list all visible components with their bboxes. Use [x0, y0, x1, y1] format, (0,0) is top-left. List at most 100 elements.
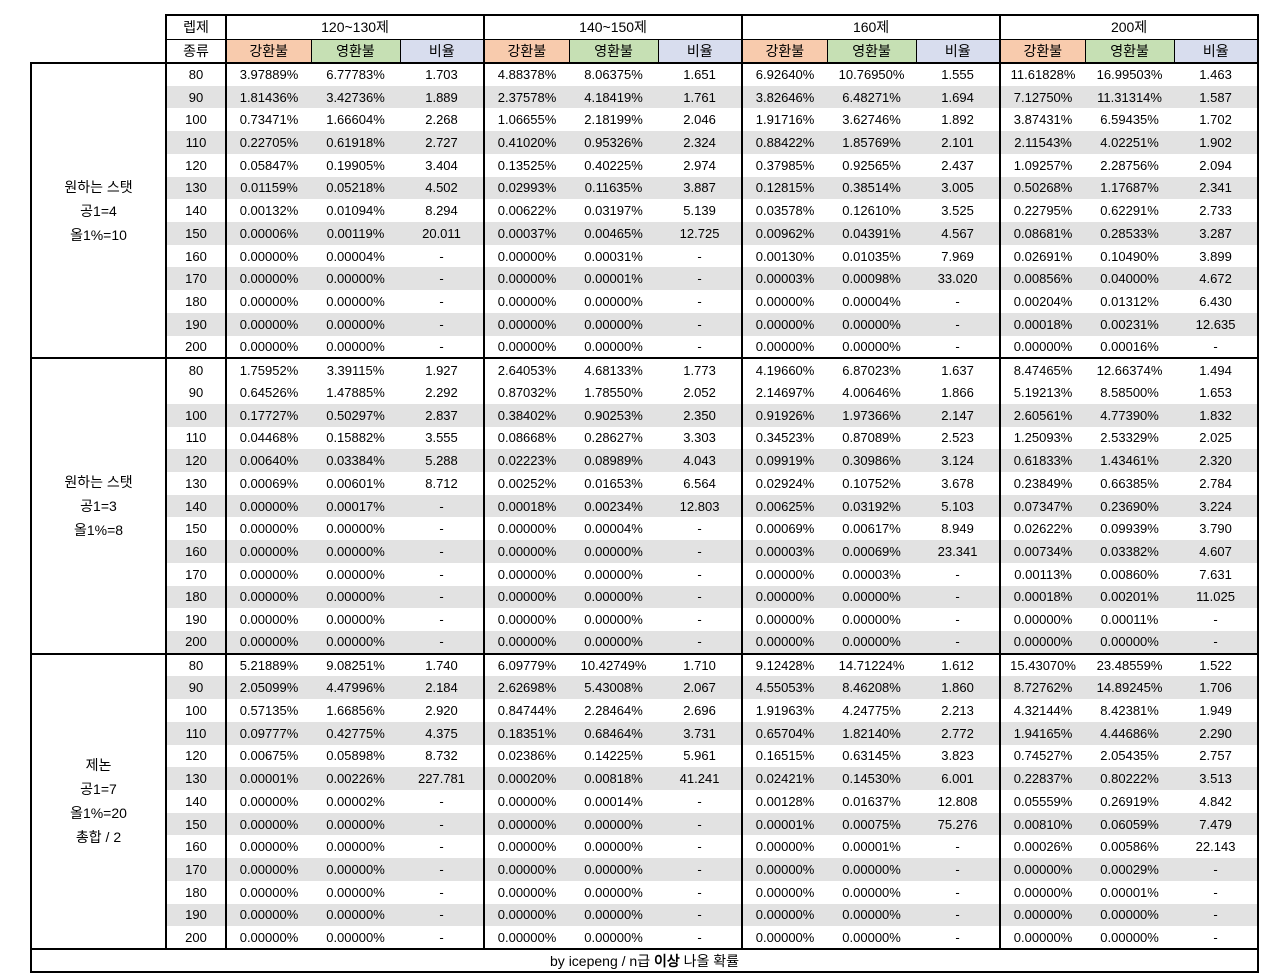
yeong-cell: 4.68133%	[569, 357, 659, 382]
yeong-cell: 6.87023%	[827, 357, 917, 382]
ratio-cell: -	[697, 884, 702, 900]
ratio-cell: -	[697, 294, 702, 310]
ratio-cell: 1.653	[1174, 381, 1260, 404]
gang-cell: 1.06655%	[483, 108, 570, 132]
yeong-cell: 0.01312%	[1100, 294, 1159, 310]
yeong-cell: 0.87089%	[842, 430, 901, 446]
yeong-cell: 0.00000%	[569, 335, 659, 360]
group-label-line: 제논	[85, 757, 112, 774]
ratio-cell: 1.702	[1174, 108, 1260, 132]
gang-cell: 0.65704%	[741, 721, 828, 745]
ratio-cell: 3.005	[916, 176, 1001, 200]
yeong-cell: 8.46208%	[827, 676, 917, 700]
yeong-cell: 0.00000%	[584, 566, 643, 582]
ratio-cell: 3.287	[1174, 222, 1260, 245]
ratio-cell: 2.052	[683, 384, 716, 400]
gang-cell: 0.88422%	[741, 131, 828, 154]
gang-cell: 0.00018%	[999, 585, 1086, 609]
level-cell: 150	[165, 812, 227, 836]
gang-cell: 0.00069%	[225, 471, 311, 495]
ratio-cell: -	[400, 903, 485, 927]
level-cell: 100	[165, 699, 227, 722]
yeong-cell: 0.00000%	[311, 630, 400, 655]
yeong-cell: 0.92565%	[842, 157, 901, 173]
yeong-cell: 0.00000%	[584, 294, 643, 310]
yeong-cell: 0.00000%	[827, 312, 917, 336]
yeong-cell: 0.19905%	[326, 157, 385, 173]
gang-cell: 0.22795%	[999, 199, 1086, 223]
level-cell: 190	[165, 312, 227, 336]
gang-cell: 0.00622%	[483, 199, 570, 223]
gang-cell: 0.37985%	[741, 153, 828, 177]
gang-cell: 0.04468%	[225, 426, 311, 450]
yeong-cell: 2.53329%	[1100, 430, 1159, 446]
yeong-cell: 0.00000%	[311, 585, 400, 609]
yeong-cell: 0.01094%	[326, 203, 385, 219]
ratio-cell: 4.375	[400, 721, 485, 745]
level-cell: 100	[165, 108, 227, 132]
gang-cell: 0.00000%	[225, 562, 311, 586]
gang-cell: 0.00000%	[483, 267, 570, 291]
level-cell: 160	[165, 835, 227, 859]
gang-cell: 0.05847%	[225, 153, 311, 177]
sub-header-ratio: 비율	[657, 38, 743, 64]
yeong-cell: 1.47885%	[326, 384, 385, 400]
ratio-cell: 3.513	[1174, 767, 1260, 790]
ratio-cell: 3.303	[683, 430, 716, 446]
gang-cell: 0.18351%	[483, 721, 570, 745]
gang-cell: 7.12750%	[999, 85, 1086, 109]
yeong-cell: 0.00000%	[584, 884, 643, 900]
gang-cell: 0.00000%	[483, 290, 570, 313]
gang-cell: 0.00006%	[225, 222, 311, 245]
gang-cell: 0.00000%	[225, 494, 311, 518]
gang-cell: 0.00018%	[483, 494, 570, 518]
gang-cell: 0.00113%	[999, 562, 1086, 586]
yeong-cell: 0.23690%	[1085, 494, 1175, 518]
group-label-line: 총합 / 2	[75, 829, 122, 846]
yeong-cell: 0.00000%	[311, 267, 400, 291]
yeong-cell: 0.00000%	[326, 566, 385, 582]
ratio-cell: 4.567	[916, 222, 1001, 245]
yeong-cell: 0.00000%	[569, 585, 659, 609]
gang-cell: 0.00001%	[741, 812, 828, 836]
yeong-cell: 1.97366%	[827, 403, 917, 427]
gang-cell: 0.00000%	[225, 267, 311, 291]
gang-cell: 0.00003%	[741, 267, 828, 291]
gang-cell: 0.00675%	[225, 744, 311, 768]
gang-cell: 0.00000%	[741, 608, 828, 631]
gang-cell: 0.12815%	[741, 176, 828, 200]
gang-cell: 0.07347%	[999, 494, 1086, 518]
yeong-cell: 0.63145%	[842, 748, 901, 764]
gang-cell: 0.23849%	[999, 471, 1086, 495]
level-cell: 160	[165, 540, 227, 563]
yeong-cell: 0.00000%	[569, 812, 659, 836]
gang-cell: 0.00000%	[483, 880, 570, 904]
ratio-cell: -	[955, 884, 960, 900]
yeong-cell: 0.00075%	[827, 812, 917, 836]
gang-cell: 0.00000%	[483, 312, 570, 336]
level-cell: 80	[165, 357, 227, 382]
yeong-cell: 0.00000%	[326, 884, 385, 900]
gang-cell: 0.00000%	[225, 880, 311, 904]
gang-cell: 8.72762%	[999, 676, 1086, 700]
yeong-cell: 0.12610%	[842, 203, 901, 219]
ratio-cell: -	[1174, 880, 1260, 904]
level-cell: 130	[165, 176, 227, 200]
group-label-line: 올1%=20	[70, 805, 127, 822]
yeong-cell: 2.28464%	[584, 702, 643, 718]
ratio-cell: -	[697, 248, 702, 264]
ratio-cell: 1.902	[1174, 131, 1260, 154]
gang-cell: 0.00026%	[999, 835, 1086, 859]
ratio-cell: 1.637	[916, 357, 1001, 382]
ratio-cell: -	[697, 612, 702, 628]
gang-cell: 0.00000%	[483, 630, 570, 655]
ratio-cell: 8.294	[425, 203, 458, 219]
yeong-cell: 0.00000%	[1085, 926, 1175, 951]
level-cell: 190	[165, 608, 227, 631]
yeong-cell: 0.00003%	[842, 566, 901, 582]
gang-cell: 0.00130%	[741, 244, 828, 268]
yeong-cell: 0.01035%	[842, 248, 901, 264]
yeong-cell: 14.89245%	[1085, 676, 1175, 700]
gang-cell: 0.09777%	[225, 721, 311, 745]
yeong-cell: 4.47996%	[311, 676, 400, 700]
